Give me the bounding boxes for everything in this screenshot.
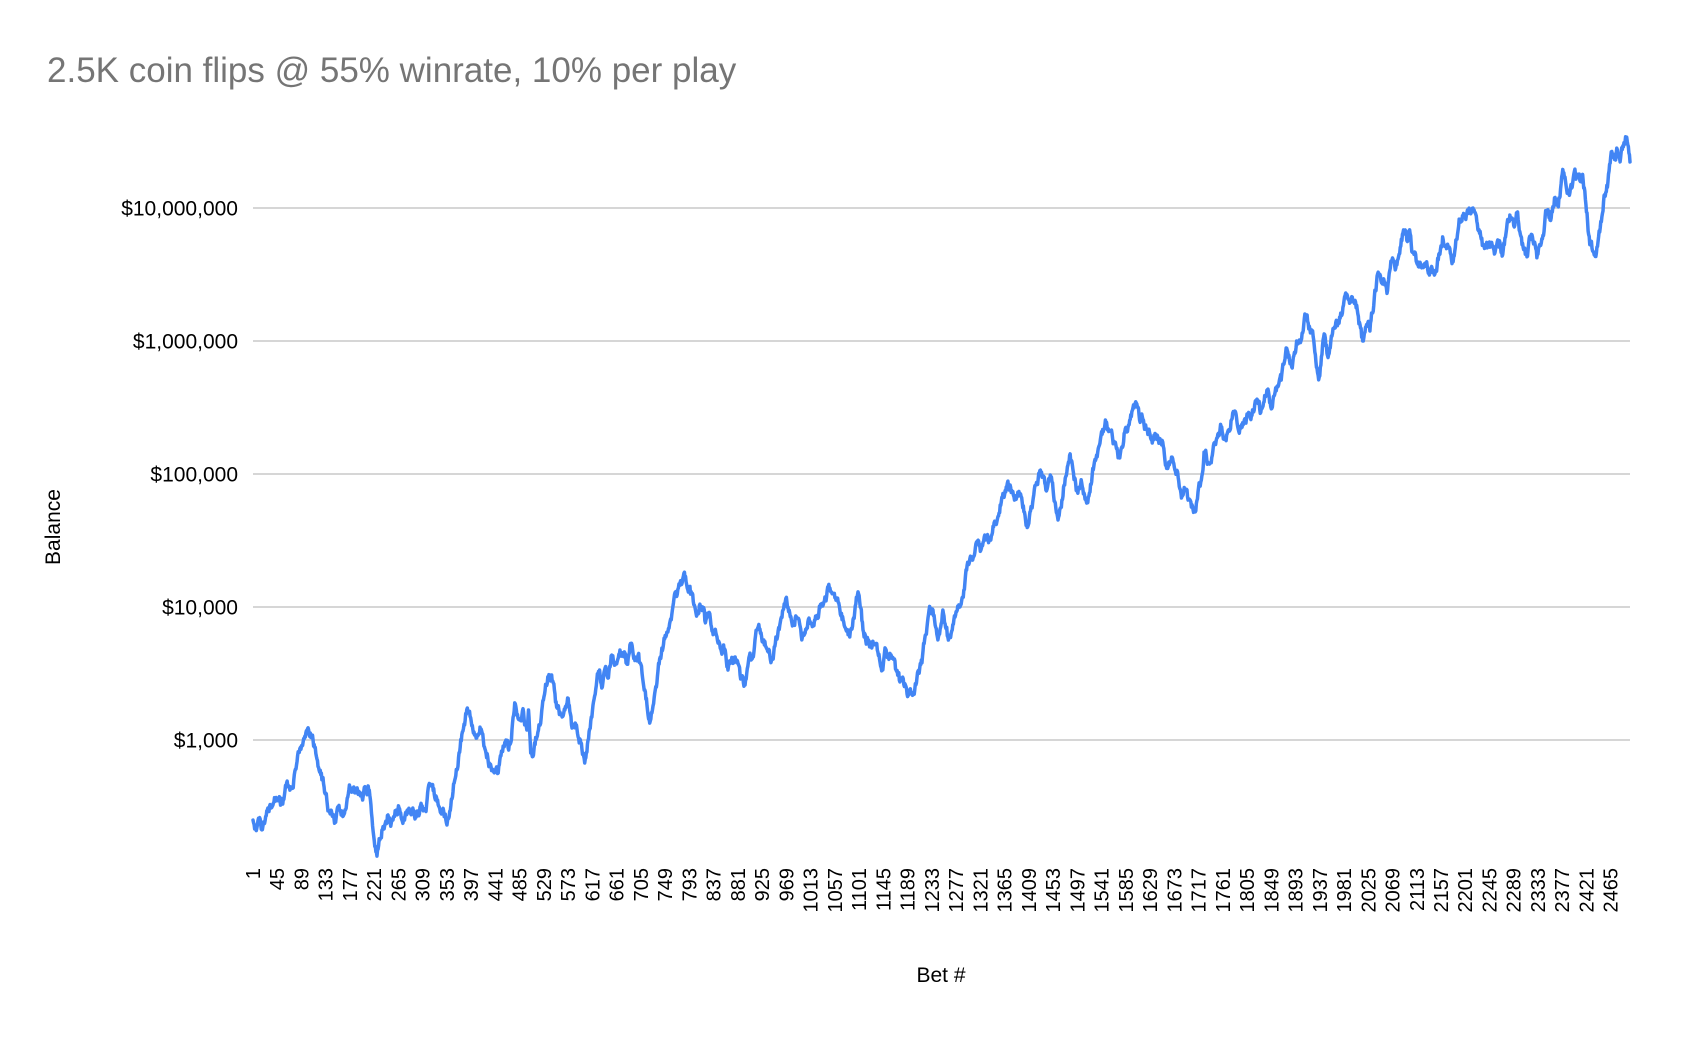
x-tick-label: 2201 bbox=[1455, 868, 1477, 913]
x-tick-label: 1893 bbox=[1286, 868, 1308, 913]
x-tick-label: 2157 bbox=[1431, 868, 1453, 913]
x-tick-label: 1057 bbox=[825, 868, 847, 913]
x-tick-label: 1453 bbox=[1043, 868, 1065, 913]
x-tick-label: 969 bbox=[776, 868, 798, 901]
y-axis-tick-labels: $1,000 $10,000 $100,000 $1,000,000 $10,000,0… bbox=[121, 197, 238, 752]
x-tick-label: 1541 bbox=[1092, 868, 1114, 913]
x-tick-label: 1629 bbox=[1140, 868, 1162, 913]
x-tick-label: 1717 bbox=[1189, 868, 1211, 913]
y-tick-label: $1,000,000 bbox=[133, 330, 238, 353]
x-tick-label: 2025 bbox=[1358, 868, 1380, 913]
gridlines bbox=[253, 207, 1630, 741]
x-tick-label: 1409 bbox=[1019, 868, 1041, 913]
x-tick-label: 1189 bbox=[898, 868, 920, 911]
x-tick-label: 485 bbox=[510, 868, 532, 901]
x-tick-label: 1 bbox=[243, 868, 265, 879]
x-tick-label: 573 bbox=[558, 868, 580, 901]
x-tick-label: 353 bbox=[437, 868, 459, 901]
x-tick-label: 1013 bbox=[801, 868, 823, 913]
x-tick-label: 397 bbox=[461, 868, 483, 901]
x-axis-tick-labels: 1 45 89 133 177 221 265 309 353 397 441 485 529 573 61… bbox=[243, 868, 1623, 913]
x-tick-label: 1145 bbox=[873, 868, 895, 911]
x-tick-label: 793 bbox=[679, 868, 701, 901]
x-tick-label: 2377 bbox=[1552, 868, 1574, 913]
x-tick-label: 925 bbox=[752, 868, 774, 901]
x-tick-label: 133 bbox=[316, 868, 338, 901]
y-tick-label: $1,000 bbox=[174, 729, 238, 752]
x-tick-label: 1233 bbox=[922, 868, 944, 913]
x-tick-label: 1805 bbox=[1237, 868, 1259, 913]
x-tick-label: 265 bbox=[388, 868, 410, 901]
x-tick-label: 1673 bbox=[1164, 868, 1186, 913]
x-tick-label: 1981 bbox=[1334, 868, 1356, 913]
chart-title: 2.5K coin flips @ 55% winrate, 10% per p… bbox=[47, 51, 737, 90]
balance-line-series bbox=[251, 134, 1632, 858]
x-axis-title: Bet # bbox=[916, 964, 965, 987]
x-tick-label: 2465 bbox=[1601, 868, 1623, 913]
x-tick-label: 89 bbox=[291, 868, 313, 890]
x-tick-label: 309 bbox=[413, 868, 435, 901]
y-tick-label: $10,000,000 bbox=[121, 197, 238, 220]
x-tick-label: 529 bbox=[534, 868, 556, 901]
y-tick-label: $100,000 bbox=[150, 463, 238, 486]
x-tick-label: 45 bbox=[267, 868, 289, 890]
x-tick-label: 705 bbox=[631, 868, 653, 901]
x-tick-label: 177 bbox=[340, 868, 362, 901]
x-tick-label: 441 bbox=[485, 868, 507, 901]
x-tick-label: 1321 bbox=[970, 868, 992, 913]
x-tick-label: 1585 bbox=[1116, 868, 1138, 913]
x-tick-label: 1101 bbox=[849, 868, 871, 911]
balance-line-path bbox=[251, 134, 1632, 858]
x-tick-label: 837 bbox=[704, 868, 726, 901]
x-tick-label: 1497 bbox=[1067, 868, 1089, 913]
y-axis-title: Balance bbox=[42, 489, 65, 565]
x-tick-label: 1937 bbox=[1310, 868, 1332, 913]
x-tick-label: 1849 bbox=[1261, 868, 1283, 913]
x-tick-label: 2069 bbox=[1383, 868, 1405, 913]
x-tick-label: 2421 bbox=[1576, 868, 1598, 913]
x-tick-label: 1761 bbox=[1213, 868, 1235, 913]
x-tick-label: 2333 bbox=[1528, 868, 1550, 913]
x-tick-label: 2245 bbox=[1479, 868, 1501, 913]
x-tick-label: 1277 bbox=[946, 868, 968, 913]
x-tick-label: 221 bbox=[364, 868, 386, 901]
x-tick-label: 2113 bbox=[1407, 868, 1429, 911]
x-tick-label: 749 bbox=[655, 868, 677, 901]
x-tick-label: 2289 bbox=[1504, 868, 1526, 913]
x-tick-label: 661 bbox=[607, 868, 629, 901]
x-tick-label: 1365 bbox=[995, 868, 1017, 913]
x-tick-label: 881 bbox=[728, 868, 750, 901]
y-tick-label: $10,000 bbox=[162, 596, 238, 619]
x-tick-label: 617 bbox=[582, 868, 604, 901]
